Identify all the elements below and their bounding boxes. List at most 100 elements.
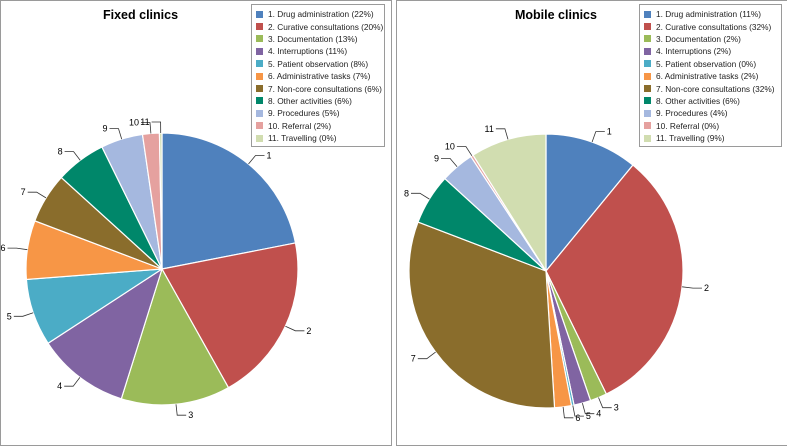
mobile-clinics-panel: Mobile clinics 1 2 3 4 5 6 7 8 9 10 11 1. Drug adm… [396,0,787,446]
slice-label-9: 9 [102,124,107,134]
legend-label: 7. Non-core consultations (6%) [268,83,382,94]
slice-label-5: 5 [7,311,12,321]
legend-swatch [644,109,651,117]
legend-swatch [256,47,263,55]
legend-label: 1. Drug administration (22%) [268,9,374,20]
chart-title: Mobile clinics [515,8,597,22]
slice-label-9: 9 [434,153,439,163]
leader-line-3 [598,397,612,409]
legend-label: 5. Patient observation (8%) [268,58,369,69]
legend-label: 11. Travelling (9%) [656,133,725,144]
slice-label-1: 1 [607,127,612,137]
legend-label: 9. Procedures (5%) [268,108,340,119]
legend-item: 4. Interruptions (2%) [644,45,777,57]
legend-item: 2. Curative consultations (32%) [644,20,777,32]
legend-label: 10. Referral (0%) [656,120,720,131]
legend-swatch [256,35,263,43]
chart-legend: 1. Drug administration (22%) 2. Curative … [251,4,385,148]
legend-label: 3. Documentation (13%) [268,33,358,44]
leader-line-1 [591,131,605,143]
leader-line-2 [682,286,702,289]
legend-label: 10. Referral (2%) [268,120,332,131]
legend-swatch [644,72,651,80]
slice-label-6: 6 [575,413,580,423]
legend-swatch [256,97,263,105]
chart-title: Fixed clinics [103,8,179,22]
legend-item: 3. Documentation (13%) [256,33,380,45]
legend-item: 10. Referral (0%) [644,120,777,132]
slice-label-8: 8 [404,188,409,198]
legend-label: 7. Non-core consultations (32%) [656,83,775,94]
slice-label-11: 11 [485,124,494,134]
leader-line-9 [441,157,458,167]
leader-line-4 [582,402,595,415]
slice-label-8: 8 [58,147,63,157]
slice-label-7: 7 [411,354,416,364]
legend-label: 2. Curative consultations (32%) [656,21,772,32]
fixed-clinics-panel: Fixed clinics 1 2 3 4 5 6 7 8 9 10 11 1. Drug admi… [0,0,392,446]
slice-label-4: 4 [57,381,62,391]
pie-slice-3 [120,267,230,406]
leader-line-4 [64,377,81,387]
legend-label: 11. Travelling (0%) [268,133,337,144]
legend-item: 1. Drug administration (11%) [644,8,777,20]
legend-swatch [256,10,263,18]
legend-label: 9. Procedures (4%) [656,108,728,119]
legend-item: 3. Documentation (2%) [644,33,777,45]
legend-item: 11. Travelling (9%) [644,132,777,144]
legend-item: 10. Referral (2%) [256,120,380,132]
legend-label: 4. Interruptions (2%) [656,46,732,57]
legend-item: 8. Other activities (6%) [644,95,777,107]
leader-line-7 [27,191,47,199]
legend-swatch [644,122,651,130]
legend-swatch [256,109,263,117]
legend-item: 1. Drug administration (22%) [256,8,380,20]
legend-swatch [256,134,263,142]
chart-legend: 1. Drug administration (11%) 2. Curative … [639,4,782,148]
legend-item: 7. Non-core consultations (6%) [256,82,382,94]
legend-swatch [644,85,651,93]
slice-label-1: 1 [267,151,272,161]
legend-label: 6. Administrative tasks (2%) [656,71,759,82]
legend-swatch [256,122,263,130]
leader-line-8 [411,192,430,200]
legend-swatch [644,35,651,43]
legend-item: 11. Travelling (0%) [256,132,380,144]
legend-swatch [644,10,651,18]
leader-line-9 [109,128,123,140]
legend-swatch [256,60,263,68]
leader-line-2 [285,325,305,332]
leader-line-11 [495,128,509,140]
leader-line-5 [13,312,34,317]
legend-item: 2. Curative consultations (20%) [256,20,383,32]
pie-slice-2 [545,164,684,395]
legend-item: 6. Administrative tasks (7%) [256,70,380,82]
legend-label: 4. Interruptions (11%) [268,46,348,57]
slice-label-2: 2 [306,326,311,336]
legend-swatch [256,23,263,31]
slice-label-3: 3 [614,403,619,413]
leader-line-5 [572,405,584,417]
legend-swatch [644,60,651,68]
slice-label-11: 11 [140,117,149,127]
legend-label: 6. Administrative tasks (7%) [268,71,371,82]
legend-swatch [644,134,651,142]
legend-item: 4. Interruptions (11%) [256,45,380,57]
legend-swatch [644,47,651,55]
leader-line-6 [7,247,28,251]
pie-slice-1 [161,132,297,270]
legend-label: 8. Other activities (6%) [268,95,352,106]
legend-item: 8. Other activities (6%) [256,95,380,107]
legend-label: 3. Documentation (2%) [656,33,741,44]
legend-item: 5. Patient observation (8%) [256,58,380,70]
slice-label-10: 10 [445,142,455,152]
legend-label: 5. Patient observation (0%) [656,58,757,69]
legend-swatch [256,85,263,93]
legend-swatch [644,23,651,31]
legend-label: 1. Drug administration (11%) [656,9,761,20]
leader-line-10 [456,146,473,157]
slice-label-6: 6 [1,243,6,253]
leader-line-6 [562,406,574,419]
mobile-clinics-pie: 1 2 3 456 7 8 9 10 11 [404,124,709,423]
pie-slice-11 [158,132,163,270]
